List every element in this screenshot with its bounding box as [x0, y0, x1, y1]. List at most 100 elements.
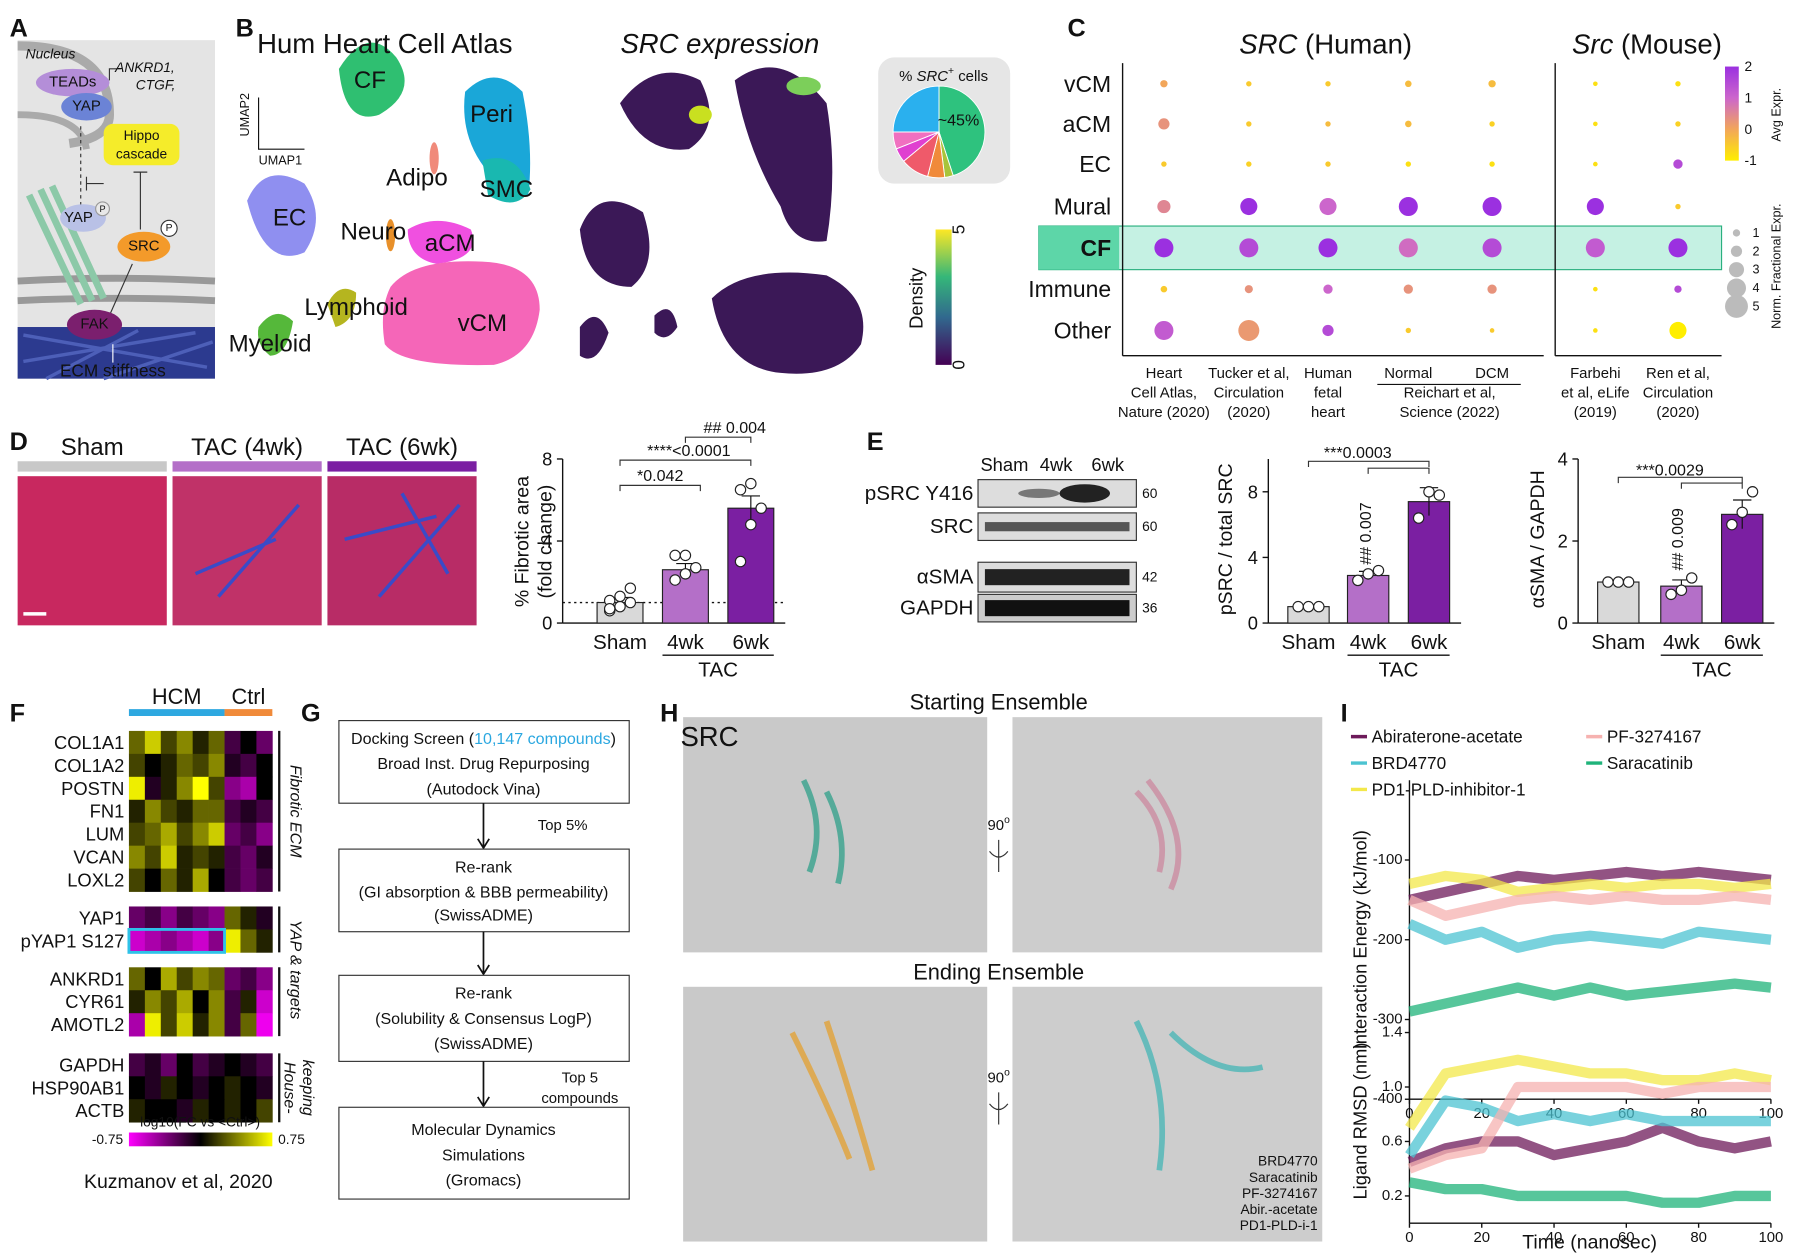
tick-label: 8 [1248, 481, 1258, 502]
label: log10(FC vs <Ctrl>) [140, 1115, 260, 1130]
heatmap-cell [256, 990, 273, 1014]
bracket [1617, 476, 1743, 484]
heatmap-cell [224, 906, 241, 930]
heatmap-cell [144, 1013, 162, 1037]
expr-colorbar [1725, 66, 1739, 161]
heatmap-cell [192, 967, 209, 991]
heatmap-cell [176, 990, 194, 1014]
label: SRC [128, 239, 160, 255]
flow-box [338, 1106, 630, 1200]
column-label: Farbehi [1570, 366, 1621, 382]
annotation: ****<0.0001 [647, 442, 731, 460]
data-point [624, 582, 637, 594]
dot [1325, 81, 1331, 87]
dot [1246, 161, 1252, 167]
heatmap-cell [176, 753, 194, 778]
row-label: EC [1079, 151, 1111, 177]
cluster-label: aCM [425, 230, 476, 257]
data-point [1736, 506, 1748, 519]
legend-entry: Saracatinib [1249, 1170, 1318, 1185]
legend-entry: BRD4770 [1372, 753, 1447, 773]
umap-axes [258, 97, 305, 150]
heatmap-cell [208, 929, 225, 953]
dot [1593, 328, 1598, 333]
data-point [745, 477, 757, 490]
teads-shape [35, 68, 110, 97]
data-point [755, 502, 767, 514]
dot [1585, 238, 1605, 258]
cluster-label: vCM [458, 310, 507, 337]
dot [1325, 121, 1331, 127]
density-umap [579, 67, 864, 374]
lane-label: Sham [980, 454, 1028, 475]
column-label: Circulation [1214, 386, 1284, 402]
cluster-label: Myeloid [229, 331, 312, 358]
section-label: House- [281, 1062, 299, 1114]
heatmap-cell [128, 1013, 146, 1037]
cluster-lymphoid [327, 288, 357, 328]
dot [1675, 121, 1681, 127]
filter-label: compounds [541, 1091, 618, 1107]
dot [1405, 120, 1412, 128]
heatmap-cell [224, 799, 241, 824]
heatmap-cell [192, 730, 209, 755]
legend-entry: Abir.-acetate [1240, 1202, 1318, 1217]
tick-label: 1.4 [1382, 1025, 1403, 1041]
heatmap-cell [224, 730, 241, 755]
dot [1158, 118, 1170, 130]
dot [1246, 121, 1252, 127]
kda-label: 60 [1142, 519, 1158, 534]
heatmap-cell [176, 906, 194, 930]
flow-text: Molecular Dynamics [411, 1121, 555, 1139]
panel-letter: A [10, 15, 28, 43]
data-point [1612, 576, 1625, 588]
ligand-ensemble [1134, 778, 1182, 891]
tick-label: 5 [1753, 299, 1760, 313]
heatmap-cell [224, 929, 241, 953]
dot [1238, 319, 1260, 341]
group-label: TAC [1692, 659, 1732, 682]
tick-label: 0.2 [1382, 1188, 1403, 1204]
heatmap-cell [256, 799, 273, 824]
gene-label: LUM [86, 824, 125, 845]
src-shape [117, 231, 171, 262]
dot [1325, 161, 1331, 167]
heatmap-cell [224, 1076, 241, 1100]
data-point [1675, 584, 1688, 596]
label: UMAP1 [259, 154, 302, 168]
heatmap-cell [208, 1053, 225, 1077]
label: P [166, 223, 173, 234]
tick-label: 0 [542, 613, 552, 634]
tick-label: 0 [949, 360, 969, 370]
legend-entry: Saracatinib [1607, 753, 1693, 773]
section-label: YAP & targets [286, 920, 304, 1019]
label: Norm. Fractional Expr. [1770, 203, 1784, 328]
tick-label: 4 [1558, 448, 1568, 469]
dot [1586, 197, 1604, 216]
label: SRC expression [620, 28, 819, 59]
heatmap-cell [256, 906, 273, 930]
ecm-fibers [23, 328, 214, 381]
label: YAP [64, 210, 93, 226]
flow-text: Re-rank [455, 985, 513, 1003]
tick-label: -400 [1373, 1091, 1403, 1107]
heatmap-cell [256, 776, 273, 801]
dot [1239, 238, 1259, 258]
fak-shape [66, 309, 123, 340]
x-tick-label: 6wk [732, 631, 769, 654]
column-label: Normal [1384, 366, 1432, 382]
size-legend-dot [1732, 229, 1741, 237]
tick-label: 100 [1758, 1230, 1783, 1246]
heatmap-cell [160, 753, 178, 778]
column-label: Heart [1146, 366, 1183, 382]
highlight-box [127, 927, 226, 954]
density-blob [711, 272, 864, 374]
text-part: (Mouse) [1613, 28, 1722, 59]
heatmap-cell [160, 799, 178, 824]
cluster-myeloid [257, 313, 294, 356]
text-part: 10,147 compounds [474, 730, 611, 748]
heatmap-cell [176, 845, 194, 869]
heatmap-cell [256, 1076, 273, 1100]
dot [1244, 285, 1253, 294]
text-part: Docking Screen ( [351, 730, 475, 748]
